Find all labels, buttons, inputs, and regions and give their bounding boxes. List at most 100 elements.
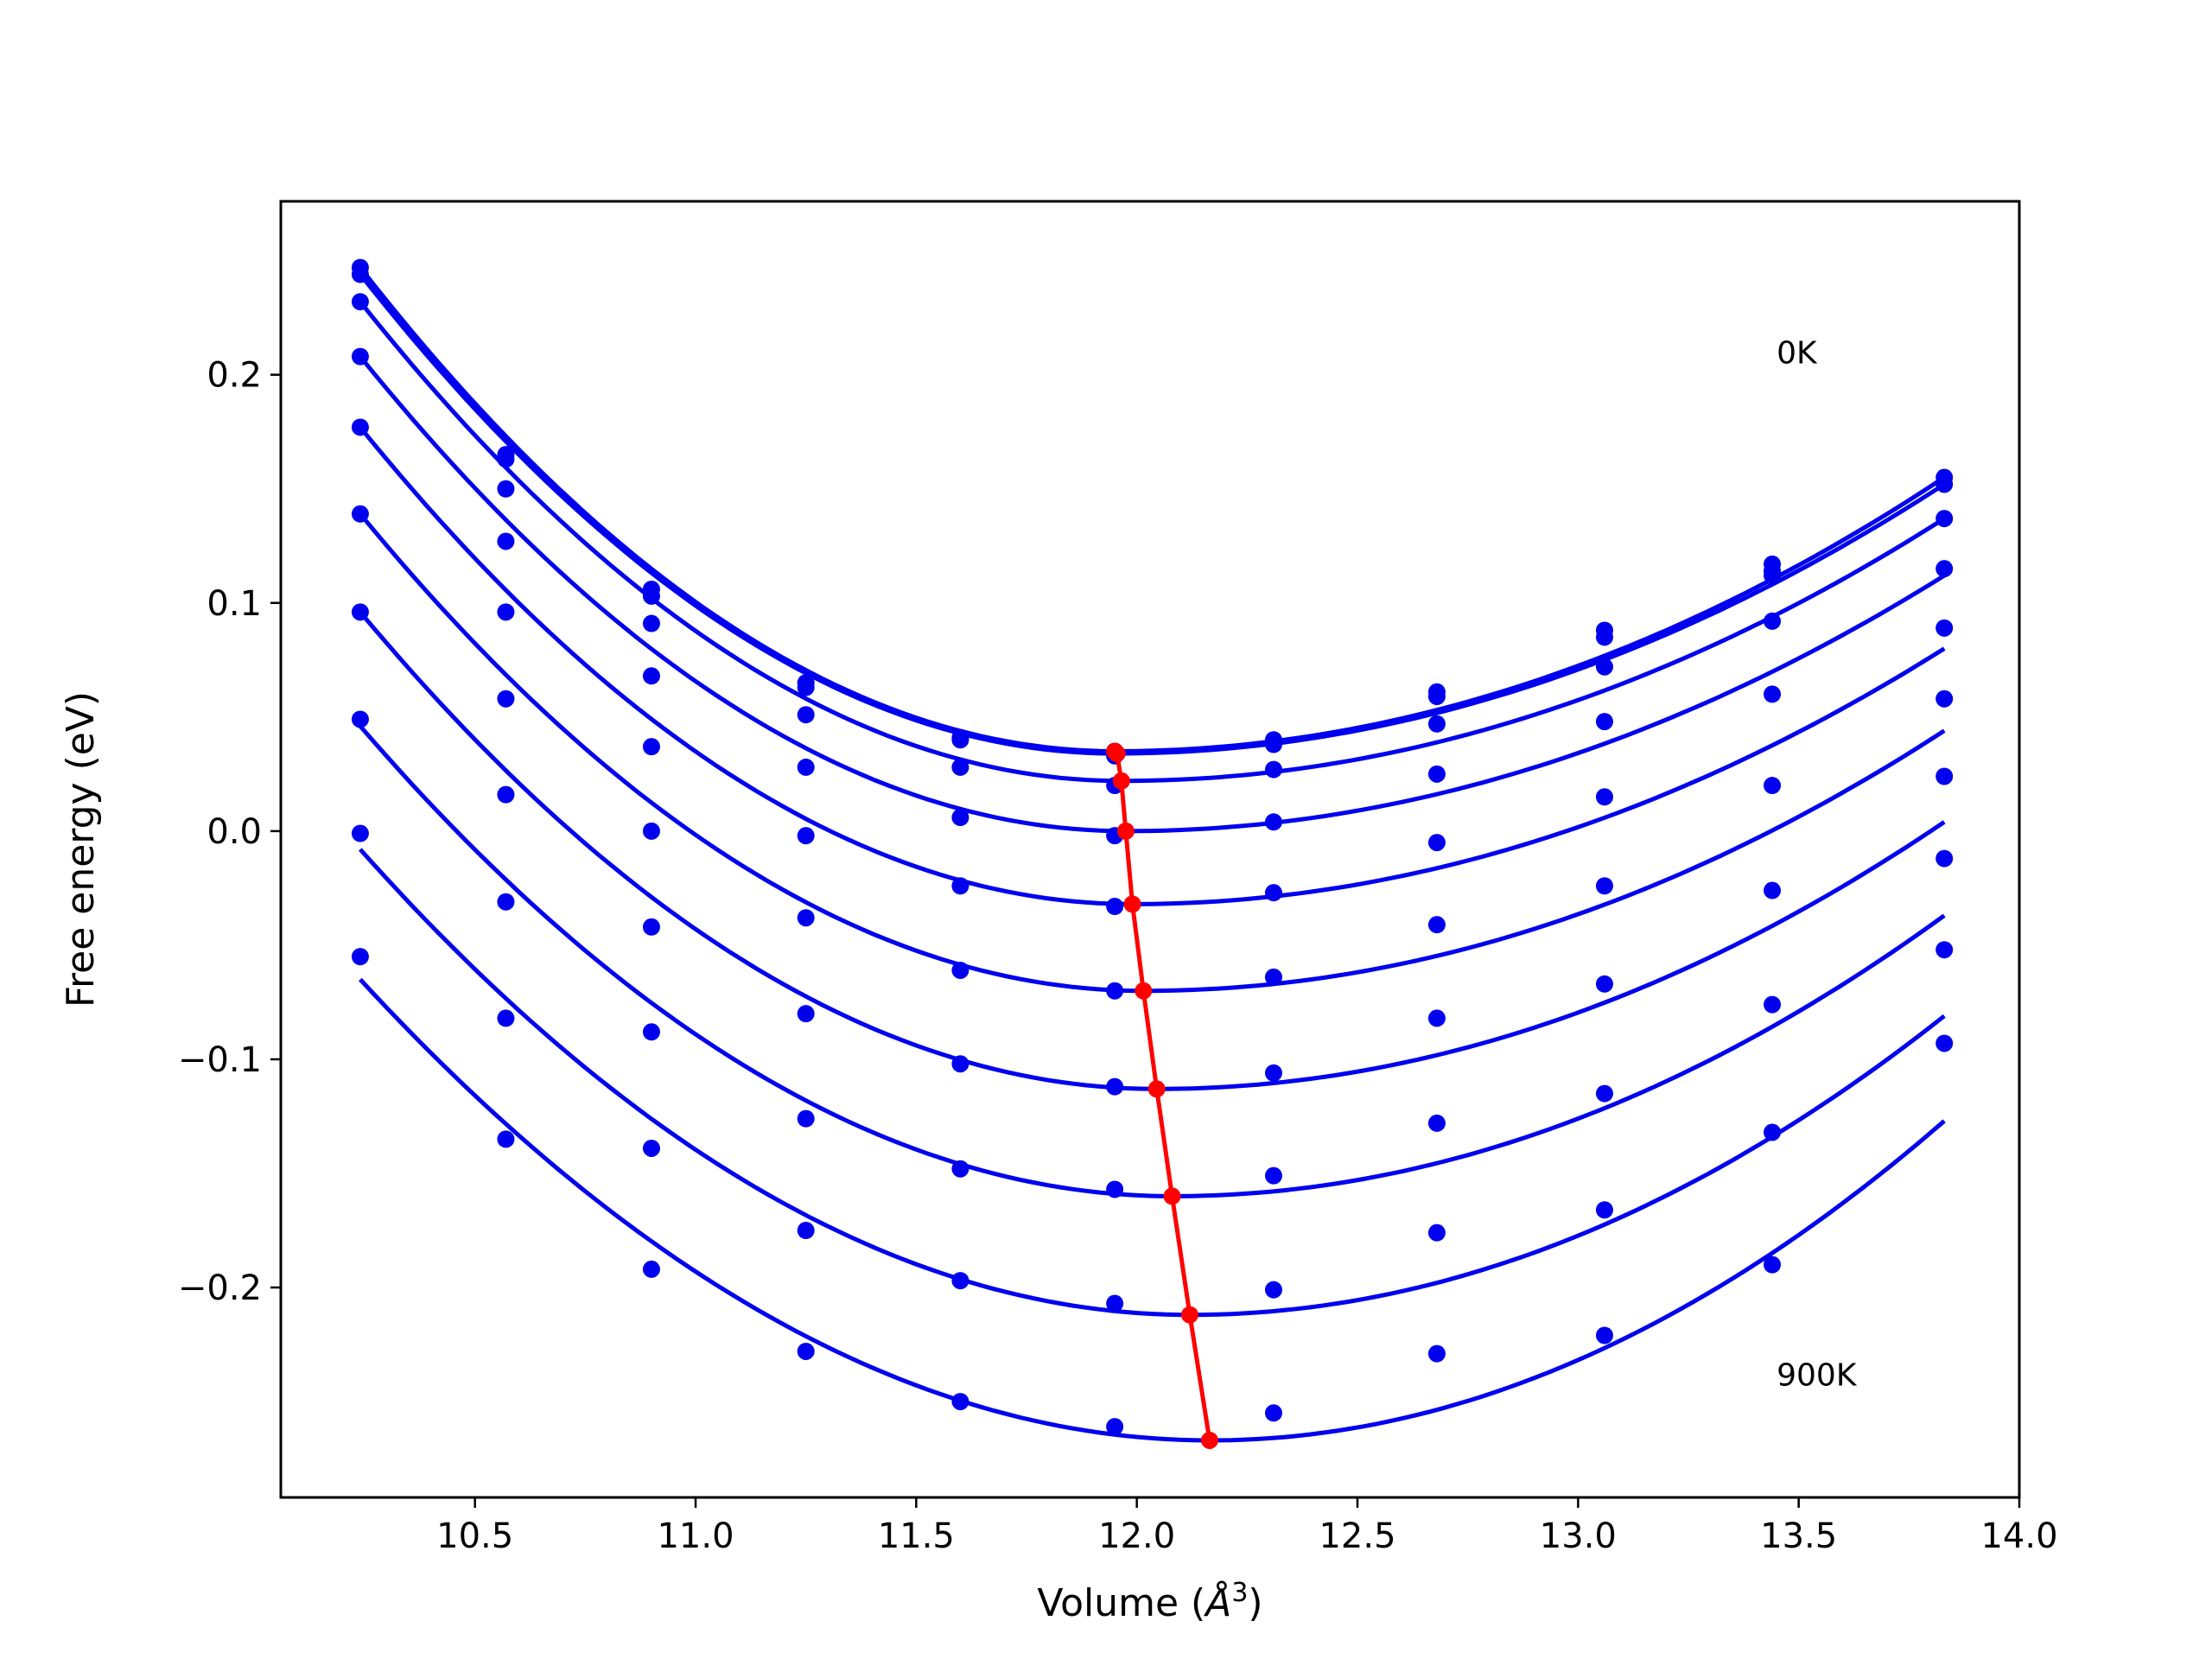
x-axis-label-text: Volume ( <box>1037 1581 1205 1625</box>
data-point <box>1936 475 1954 493</box>
plot-frame <box>279 200 2021 1499</box>
data-point <box>797 758 815 776</box>
data-point <box>1427 765 1446 783</box>
data-point <box>351 293 369 311</box>
data-point <box>1764 881 1782 899</box>
data-point <box>1427 916 1446 934</box>
data-point <box>642 667 660 685</box>
data-point <box>1764 612 1782 630</box>
data-point <box>497 450 515 468</box>
temperature-annotation: 0K <box>1777 336 1818 372</box>
data-point <box>1764 1255 1782 1274</box>
data-point <box>951 731 969 749</box>
data-point <box>1595 1084 1613 1103</box>
data-point <box>951 1160 969 1178</box>
data-point <box>497 785 515 804</box>
x-tick-label: 11.5 <box>878 1516 955 1556</box>
minimum-point <box>1108 745 1126 763</box>
data-point <box>951 809 969 827</box>
data-point <box>1264 1404 1282 1422</box>
data-point <box>351 603 369 621</box>
y-tick-label: 0.1 <box>207 584 262 624</box>
x-tick-label: 12.0 <box>1098 1516 1175 1556</box>
x-axis-label-exponent: 3 <box>1231 1578 1248 1608</box>
data-point <box>642 1139 660 1157</box>
data-point <box>1595 877 1613 895</box>
data-point <box>497 480 515 498</box>
y-tick-label: −0.2 <box>178 1268 262 1308</box>
minimum-point <box>1116 822 1135 840</box>
data-point <box>497 532 515 550</box>
data-point <box>351 710 369 728</box>
data-point <box>1595 658 1613 676</box>
x-tick-label: 13.5 <box>1760 1516 1837 1556</box>
fit-curve-10 <box>359 977 1946 1443</box>
data-point <box>1106 1294 1124 1313</box>
data-point <box>1595 628 1613 646</box>
data-point <box>951 758 969 776</box>
data-point <box>497 1009 515 1027</box>
data-point <box>642 1023 660 1041</box>
data-point <box>1264 813 1282 831</box>
y-axis-label: Free energy (eV) <box>59 691 103 1007</box>
x-tick-label: 11.0 <box>657 1516 734 1556</box>
fit-curve-2 <box>358 272 1946 756</box>
data-point <box>797 1222 815 1240</box>
data-point <box>1106 982 1124 1000</box>
data-point <box>1595 788 1613 806</box>
data-point <box>1427 1344 1446 1363</box>
data-point <box>1936 767 1954 785</box>
x-axis-label: Volume (Å3) <box>1037 1578 1262 1626</box>
minimum-point <box>1147 1080 1166 1098</box>
data-point <box>351 265 369 283</box>
data-point <box>1264 760 1282 779</box>
data-point <box>1936 619 1954 637</box>
data-point <box>1106 1077 1124 1096</box>
minimum-point <box>1123 895 1141 913</box>
data-point <box>797 827 815 845</box>
y-tick-label: −0.1 <box>178 1040 262 1080</box>
minimum-point <box>1200 1431 1218 1449</box>
data-point <box>1427 834 1446 852</box>
data-point <box>1427 1114 1446 1132</box>
data-point <box>797 1109 815 1128</box>
fit-curve-8 <box>359 724 1946 1198</box>
minimum-point <box>1112 772 1130 790</box>
data-point <box>1764 777 1782 795</box>
data-point <box>642 738 660 756</box>
data-point <box>1764 567 1782 585</box>
x-tick-label: 10.5 <box>436 1516 513 1556</box>
minimum-point <box>1135 982 1153 1000</box>
y-tick-label: 0.0 <box>207 812 262 852</box>
temperature-annotation: 900K <box>1777 1358 1858 1394</box>
data-point <box>1595 713 1613 731</box>
data-point <box>497 603 515 621</box>
data-point <box>497 690 515 708</box>
fit-curve-1 <box>358 266 1946 753</box>
data-point <box>797 1005 815 1023</box>
data-point <box>351 418 369 436</box>
data-point <box>642 587 660 605</box>
data-point <box>797 1342 815 1360</box>
data-point <box>642 918 660 936</box>
x-tick-label: 12.5 <box>1319 1516 1395 1556</box>
fit-curve-4 <box>358 355 1946 834</box>
data-point <box>1936 849 1954 868</box>
minimum-point <box>1163 1187 1181 1205</box>
data-point <box>951 961 969 979</box>
data-point <box>1106 1418 1124 1436</box>
data-point <box>351 347 369 365</box>
data-point <box>1936 510 1954 528</box>
data-point <box>497 893 515 911</box>
data-point <box>1936 560 1954 578</box>
data-point <box>1936 690 1954 708</box>
y-tick-label: 0.2 <box>207 356 262 396</box>
data-point <box>1936 1034 1954 1052</box>
data-point <box>1264 1166 1282 1185</box>
data-point <box>951 1393 969 1411</box>
minimum-line <box>1113 749 1212 1441</box>
x-axis-label-unit: Å <box>1203 1580 1231 1625</box>
plot-area: 0K 900K <box>351 258 1954 1449</box>
data-point <box>1106 898 1124 916</box>
